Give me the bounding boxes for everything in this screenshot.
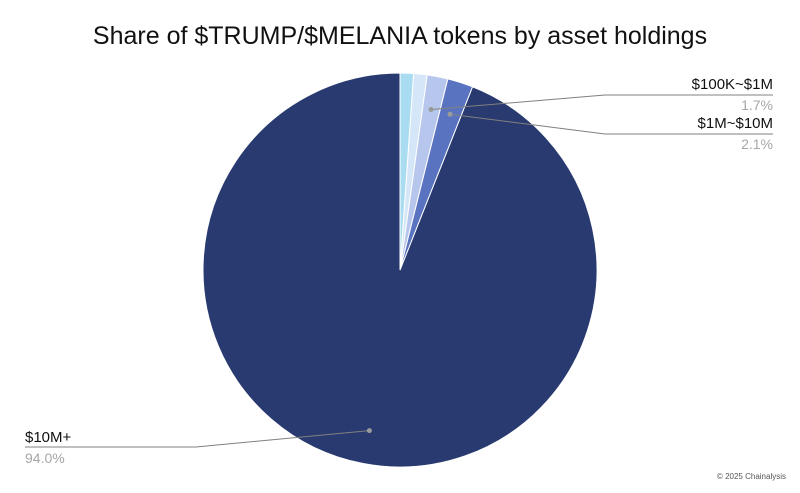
leader-line-10m-plus	[25, 430, 370, 448]
slice-labels: $10M+ 94.0% $1M~$10M 2.1% $100K~$1M 1.7%	[25, 76, 773, 466]
pie-slices	[202, 72, 598, 468]
leader-line-100k-to-1m	[431, 94, 773, 110]
leader-dot-10m-plus	[366, 428, 372, 434]
slice-value-100k-to-1m: 1.7%	[741, 97, 773, 113]
leader-line-1m-to-10m	[449, 113, 773, 135]
slice-value-1m-to-10m: 2.1%	[741, 136, 773, 152]
leader-dot-1m-to-10m	[447, 111, 453, 117]
leader-dot-100k-to-1m	[428, 107, 434, 112]
chart-title: Share of $TRUMP/$MELANIA tokens by asset…	[92, 22, 708, 50]
slice-label-10m-plus: $10M+	[25, 429, 72, 446]
copyright-text: © 2025 Chainalysis	[716, 472, 786, 481]
slice-label-100k-to-1m: $100K~$1M	[692, 76, 773, 93]
slice-value-10m-plus: 94.0%	[25, 450, 65, 466]
leader-lines	[25, 94, 773, 448]
slice-label-1m-to-10m: $1M~$10M	[698, 115, 773, 132]
pie-slice-unlabeled-4	[399, 72, 415, 271]
